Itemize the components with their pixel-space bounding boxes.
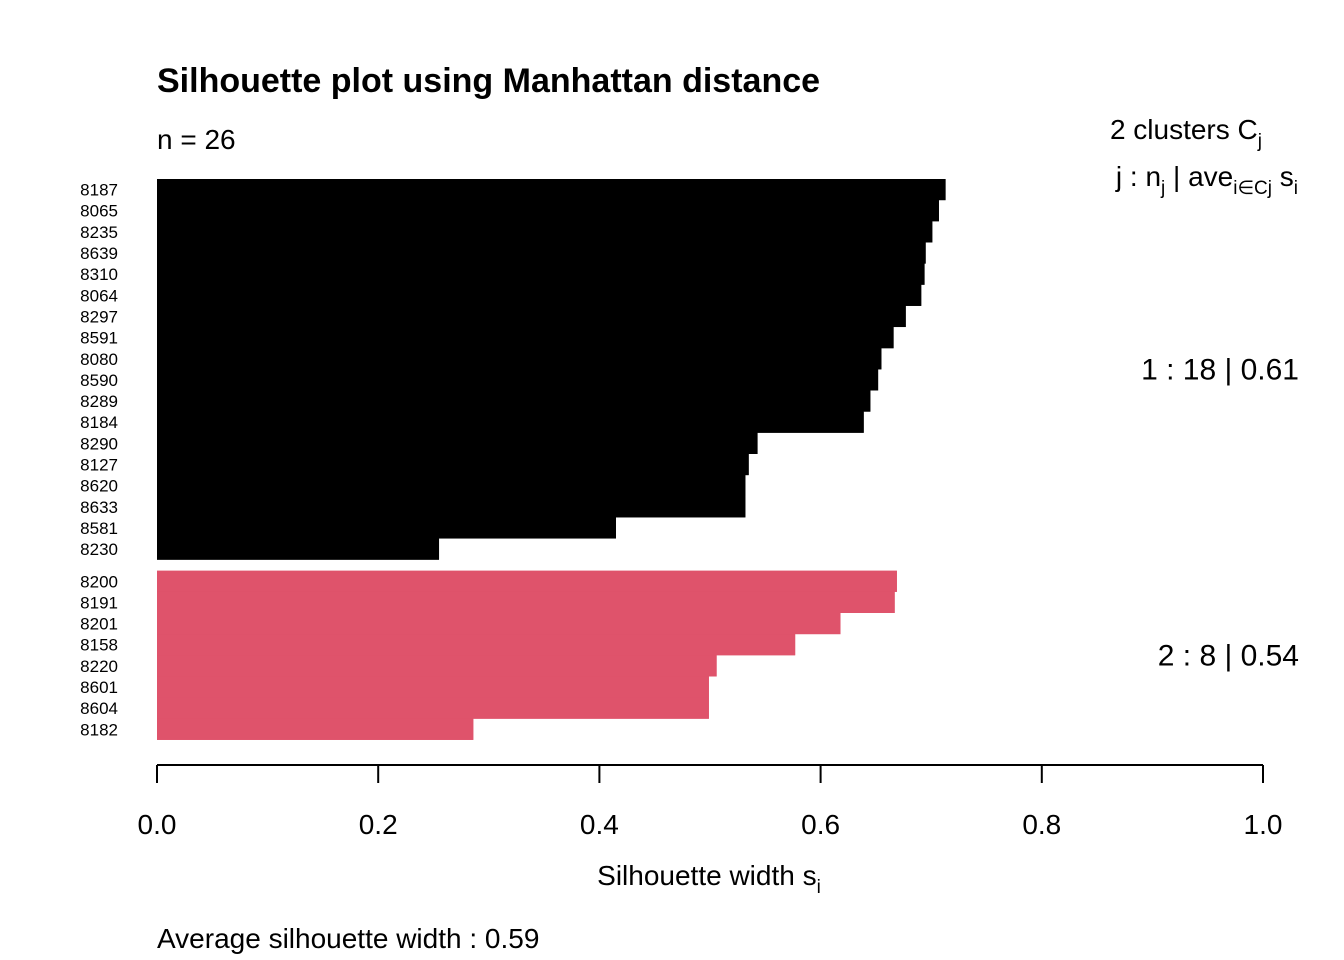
bar-label-8080: 8080: [80, 350, 118, 369]
bar-8289: [157, 390, 871, 412]
chart-title: Silhouette plot using Manhattan distance: [157, 62, 820, 100]
bar-label-8601: 8601: [80, 678, 118, 697]
x-axis-title: Silhouette width si: [597, 860, 821, 898]
bar-8591: [157, 327, 894, 349]
bar-8184: [157, 411, 864, 433]
bar-8200: [157, 570, 897, 592]
bar-8127: [157, 453, 749, 476]
bar-labels-group: 8187 8065 8235 8639 8310 8064 8297 8591 8080 8590…: [80, 181, 118, 740]
bar-8158: [157, 634, 796, 656]
legend-header-j-n: j : n: [1115, 161, 1161, 192]
bar-label-8235: 8235: [80, 223, 118, 242]
x-tick-label-2: 0.4: [580, 809, 619, 840]
bar-label-8191: 8191: [80, 593, 118, 612]
legend-header-s-sub: i: [1294, 178, 1298, 199]
bar-8620: [157, 475, 746, 497]
bar-8201: [157, 613, 841, 635]
bar-8080: [157, 348, 882, 370]
legend-header-ave: | ave: [1165, 161, 1233, 192]
bar-8230: [157, 538, 440, 560]
bar-8182: [157, 718, 474, 740]
bar-8065: [157, 200, 939, 222]
bars-group: [157, 179, 946, 740]
bar-8290: [157, 432, 758, 454]
legend-header-line1-sub: j: [1257, 131, 1262, 152]
bar-8590: [157, 369, 879, 391]
bar-label-8201: 8201: [80, 615, 118, 634]
bar-label-8182: 8182: [80, 720, 118, 739]
bar-label-8639: 8639: [80, 244, 118, 263]
legend-header-nj-sub: j: [1160, 178, 1165, 199]
bar-8639: [157, 242, 926, 264]
bar-label-8064: 8064: [80, 286, 118, 305]
x-tick-label-5: 1.0: [1244, 809, 1283, 840]
bar-label-8065: 8065: [80, 202, 118, 221]
bar-label-8604: 8604: [80, 699, 118, 718]
bar-8310: [157, 263, 925, 285]
bar-8297: [157, 305, 906, 328]
bar-label-8127: 8127: [80, 456, 118, 475]
bar-label-8620: 8620: [80, 477, 118, 496]
bar-label-8220: 8220: [80, 657, 118, 676]
x-tick-label-3: 0.6: [801, 809, 840, 840]
bar-label-8289: 8289: [80, 392, 118, 411]
legend-header-line1: 2 clusters Cj: [1110, 114, 1262, 152]
bar-label-8581: 8581: [80, 519, 118, 538]
cluster-summaries-group: 1 : 18 | 0.61 2 : 8 | 0.54: [1141, 353, 1299, 672]
bar-label-8590: 8590: [80, 371, 118, 390]
bar-label-8297: 8297: [80, 307, 118, 326]
legend-header-line1-main: 2 clusters C: [1110, 114, 1258, 145]
x-axis-title-sub: i: [817, 877, 821, 898]
cluster-1-summary: 1 : 18 | 0.61: [1141, 353, 1299, 386]
bar-label-8591: 8591: [80, 329, 118, 348]
bar-label-8184: 8184: [80, 413, 118, 432]
x-tick-label-4: 0.8: [1022, 809, 1061, 840]
x-tick-label-0: 0.0: [138, 809, 177, 840]
legend-header-ave-sub: i∈Cj: [1233, 178, 1272, 199]
bar-8601: [157, 676, 709, 698]
bar-8191: [157, 591, 895, 613]
bar-label-8230: 8230: [80, 540, 118, 559]
average-silhouette-width: Average silhouette width : 0.59: [157, 923, 539, 954]
bar-8604: [157, 697, 709, 719]
x-tick-label-1: 0.2: [359, 809, 398, 840]
bar-label-8200: 8200: [80, 572, 118, 591]
bar-label-8310: 8310: [80, 265, 118, 284]
x-axis: 0.0 0.2 0.4 0.6 0.8 1.0: [138, 764, 1283, 840]
bar-label-8633: 8633: [80, 498, 118, 517]
bar-8220: [157, 655, 717, 677]
bar-8633: [157, 496, 746, 518]
bar-label-8158: 8158: [80, 636, 118, 655]
bar-8064: [157, 284, 922, 306]
legend-header-s: s: [1272, 161, 1294, 192]
n-label: n = 26: [157, 124, 236, 155]
bar-8235: [157, 221, 933, 243]
bar-label-8187: 8187: [80, 181, 118, 200]
x-axis-title-main: Silhouette width s: [597, 860, 816, 891]
bar-label-8290: 8290: [80, 434, 118, 453]
bar-8581: [157, 517, 616, 539]
legend-header-line2: j : nj | avei∈Cj si: [1115, 161, 1298, 199]
bar-8187: [157, 179, 946, 201]
cluster-2-summary: 2 : 8 | 0.54: [1158, 639, 1299, 672]
